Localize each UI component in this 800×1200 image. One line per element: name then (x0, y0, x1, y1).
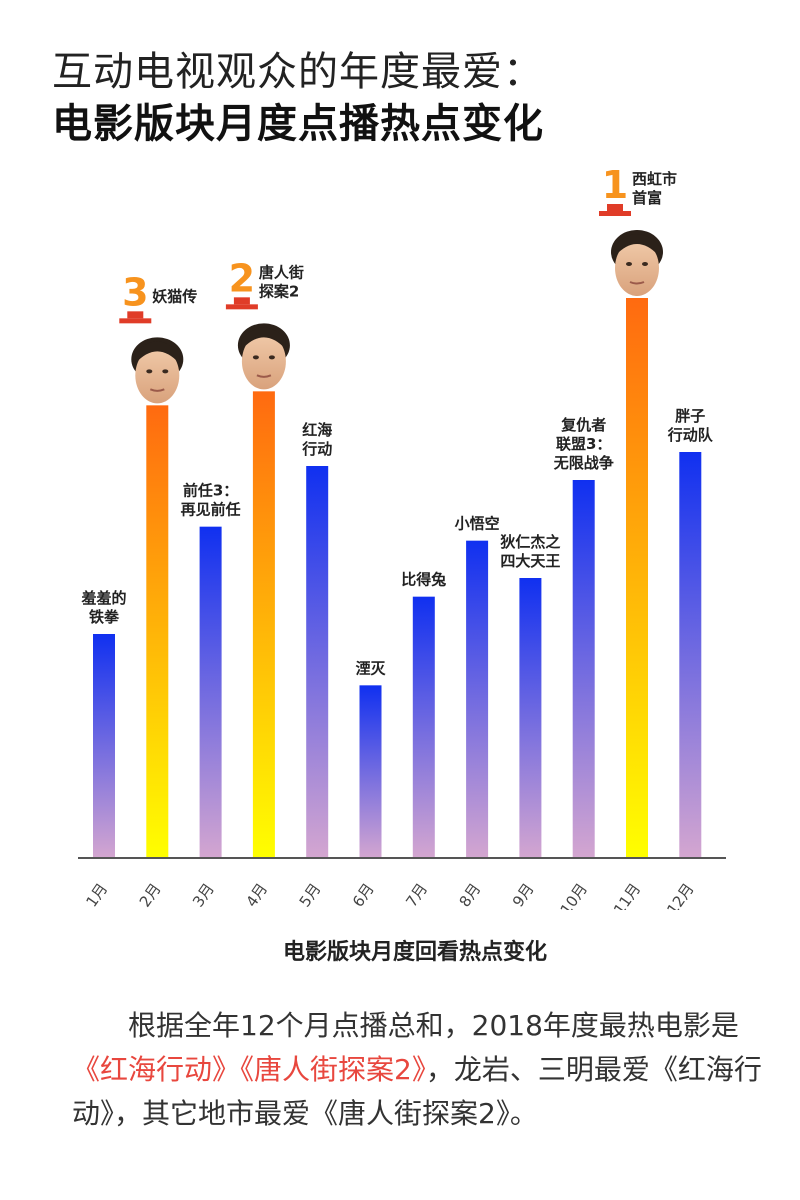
bar-label-2: 妖猫传 (152, 287, 197, 305)
bar-12 (679, 452, 702, 858)
bar-label-3: 再见前任 (181, 501, 241, 519)
bar-label-8: 小悟空 (455, 515, 500, 533)
month-label-1: 1月 (82, 880, 111, 910)
rank-1-icon: 1 (599, 163, 631, 216)
bar-label-11: 西虹市 (632, 170, 677, 188)
bar-label-4: 唐人街 (259, 263, 304, 281)
month-label-2: 2月 (136, 880, 165, 910)
summary-paragraph: 根据全年12个月点播总和，2018年度最热电影是《红海行动》《唐人街探案2》，龙… (72, 1004, 762, 1136)
bar-label-5: 红海 (302, 421, 332, 439)
bar-7 (412, 596, 435, 858)
bar-label-5: 行动 (301, 440, 332, 458)
bar-3 (199, 526, 222, 858)
bar-label-10: 复仇者 (560, 416, 606, 434)
bar-label-1: 羞羞的 (80, 589, 126, 607)
month-label-6: 6月 (349, 880, 378, 910)
bar-label-11: 首富 (632, 189, 662, 207)
month-label-3: 3月 (189, 880, 218, 910)
chart-title-line2: 电影版块月度点播热点变化 (52, 101, 544, 147)
svg-text:3: 3 (122, 270, 148, 314)
svg-text:1: 1 (602, 163, 628, 207)
svg-text:2: 2 (229, 256, 255, 300)
month-label-4: 4月 (242, 880, 271, 910)
bar-4 (252, 391, 275, 858)
chart-caption: 电影版块月度回看热点变化 (282, 940, 547, 965)
bar-10 (572, 480, 595, 858)
bar-label-9: 狄仁杰之 (499, 533, 560, 551)
bar-label-12: 行动队 (667, 426, 714, 444)
bar-label-10: 联盟3： (556, 435, 611, 453)
bar-label-3: 前任3： (183, 482, 238, 500)
month-label-8: 8月 (456, 880, 485, 910)
month-label-5: 5月 (296, 880, 325, 910)
summary-text-2: ，龙岩、三明最爱《红海行动》，其它地市最爱《唐人街探案2》。 (72, 1053, 762, 1130)
rank-3-icon: 3 (119, 270, 152, 324)
bar-6 (359, 685, 382, 858)
bar-label-1: 铁拳 (89, 608, 120, 626)
actor-face-icon-11 (611, 230, 663, 296)
bar-label-7: 比得兔 (401, 571, 446, 589)
month-label-9: 9月 (509, 880, 538, 910)
bar-label-12: 胖子 (675, 407, 705, 425)
month-label-11: 11月 (610, 880, 644, 910)
bar-11 (626, 298, 648, 858)
month-label-7: 7月 (402, 880, 431, 910)
bar-2 (146, 405, 169, 858)
actor-face-icon-2 (131, 337, 184, 404)
bar-label-4: 探案2 (259, 282, 299, 300)
summary-highlight: 《红海行动》《唐人街探案2》 (72, 1053, 426, 1086)
chart-title-line1: 互动电视观众的年度最爱： (52, 49, 544, 95)
actor-face-icon-4 (237, 323, 290, 390)
bar-label-10: 无限战争 (553, 454, 614, 472)
summary-text-1: 根据全年12个月点播总和，2018年度最热电影是 (128, 1009, 739, 1042)
bar-label-6: 湮灭 (355, 659, 386, 677)
bar-5 (306, 466, 329, 858)
bar-1 (93, 634, 115, 858)
month-label-10: 10月 (557, 880, 591, 910)
bar-label-9: 四大天王 (500, 552, 560, 570)
bars-layer (93, 298, 702, 858)
rank-2-icon: 2 (225, 256, 258, 310)
bar-8 (466, 540, 489, 858)
bar-9 (519, 578, 542, 858)
month-label-12: 12月 (663, 880, 697, 910)
